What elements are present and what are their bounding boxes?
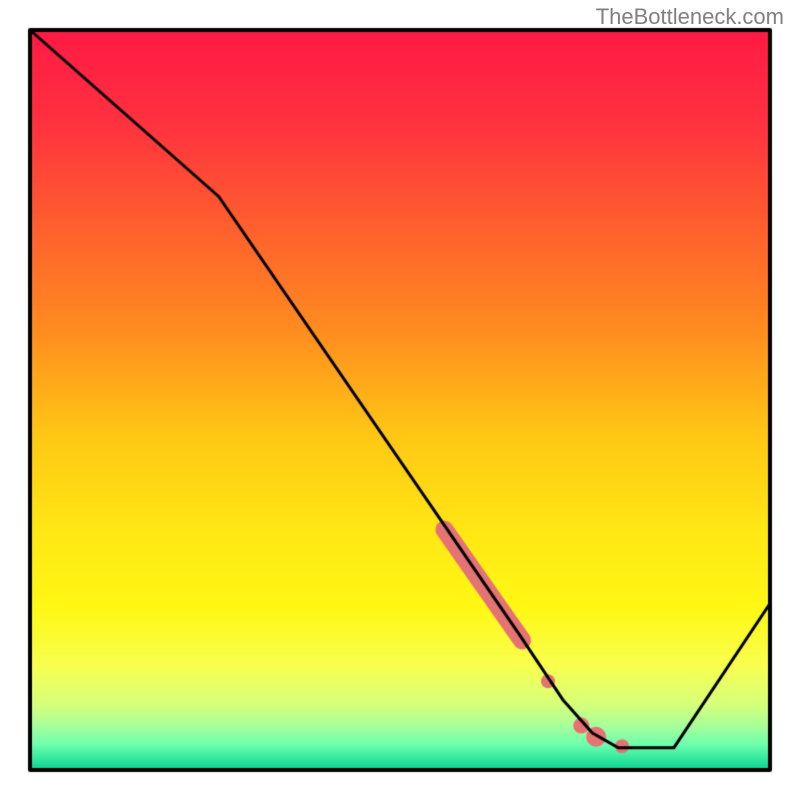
bottleneck-chart-canvas: [0, 0, 800, 800]
chart-container: TheBottleneck.com: [0, 0, 800, 800]
watermark-text: TheBottleneck.com: [596, 4, 784, 30]
